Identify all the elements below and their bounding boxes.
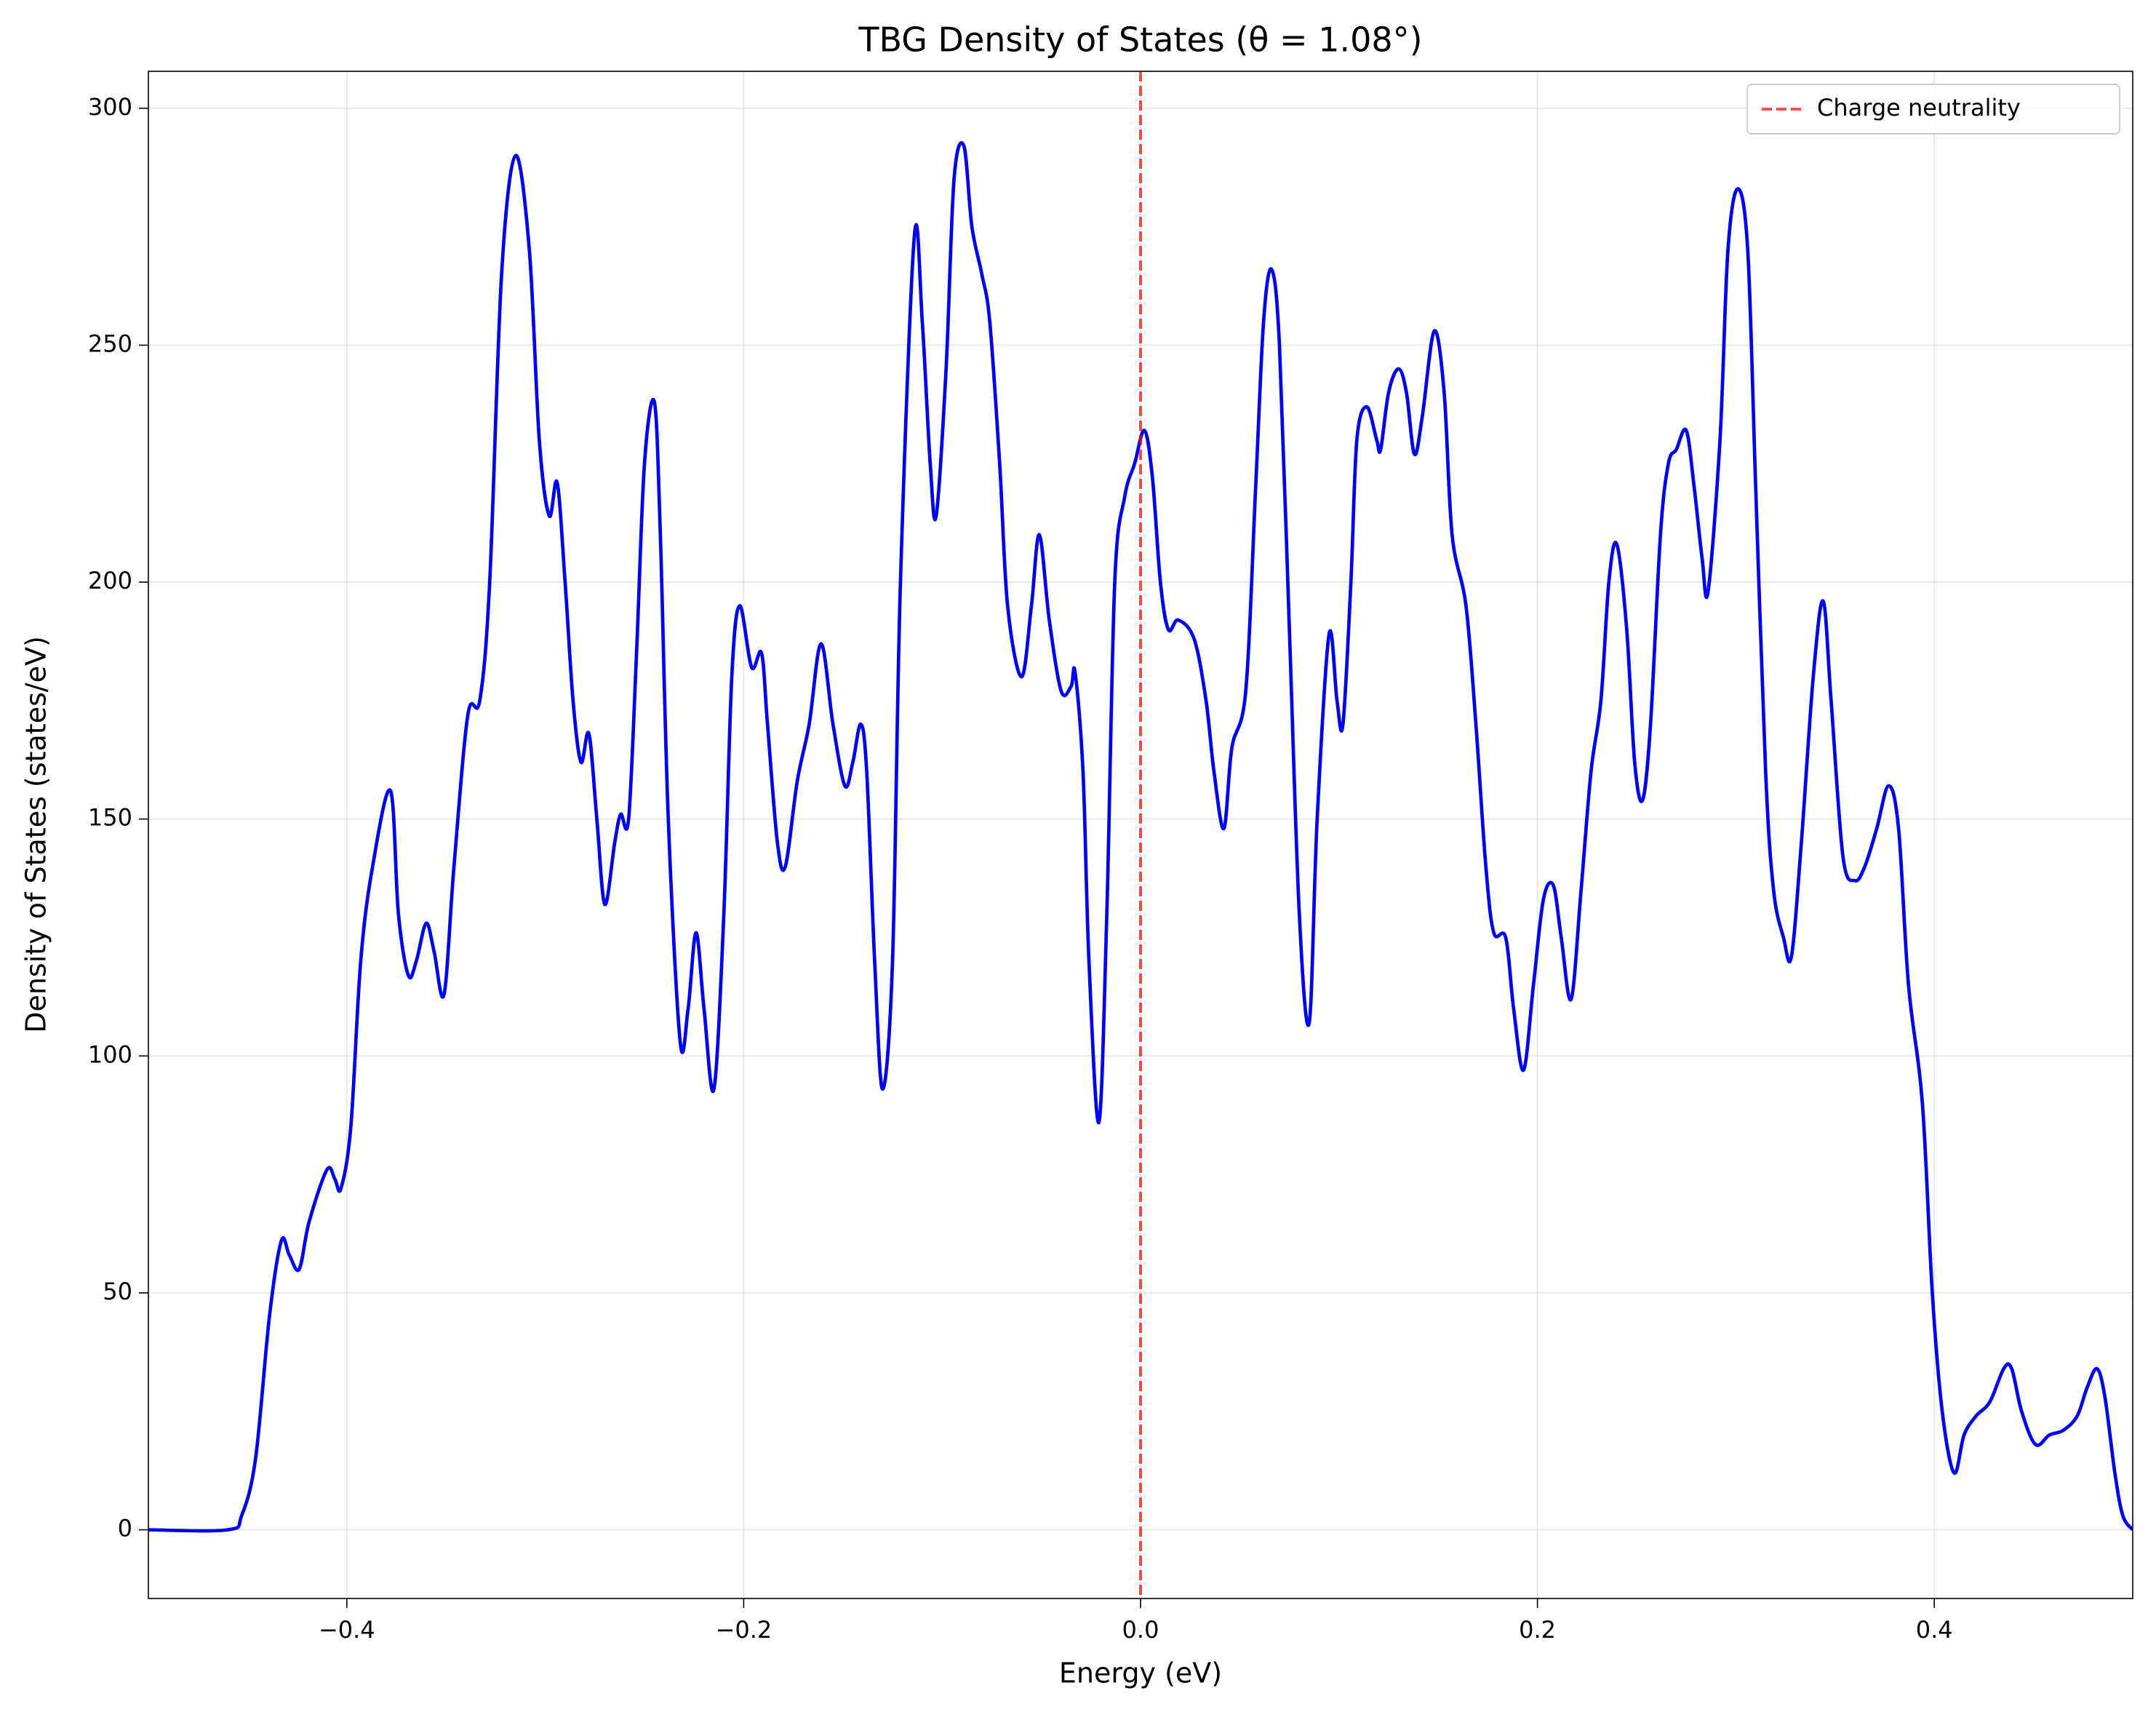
x-axis-label: Energy (eV) <box>1059 1657 1222 1689</box>
y-tick-label: 250 <box>88 330 132 357</box>
x-tick-label: 0.2 <box>1519 1616 1556 1644</box>
y-tick-label: 50 <box>103 1278 132 1305</box>
y-axis-label: Density of States (states/eV) <box>20 636 52 1033</box>
x-tick-label: 0.0 <box>1122 1616 1159 1644</box>
y-tick-label: 0 <box>118 1515 132 1542</box>
x-tick-label: 0.4 <box>1916 1616 1953 1644</box>
x-tick-label: −0.2 <box>716 1616 772 1644</box>
plot-frame <box>148 71 2133 1599</box>
chart-title: TBG Density of States (θ = 1.08°) <box>858 20 1422 60</box>
y-tick-label: 100 <box>88 1040 132 1068</box>
data-line <box>148 141 2133 1533</box>
x-tick-label: −0.4 <box>319 1616 375 1644</box>
y-tick-label: 150 <box>88 804 132 832</box>
legend-box <box>1746 84 2120 135</box>
y-tick-label: 300 <box>88 93 132 121</box>
legend-label: Charge neutrality <box>1817 94 2021 122</box>
y-tick-label: 200 <box>88 567 132 594</box>
